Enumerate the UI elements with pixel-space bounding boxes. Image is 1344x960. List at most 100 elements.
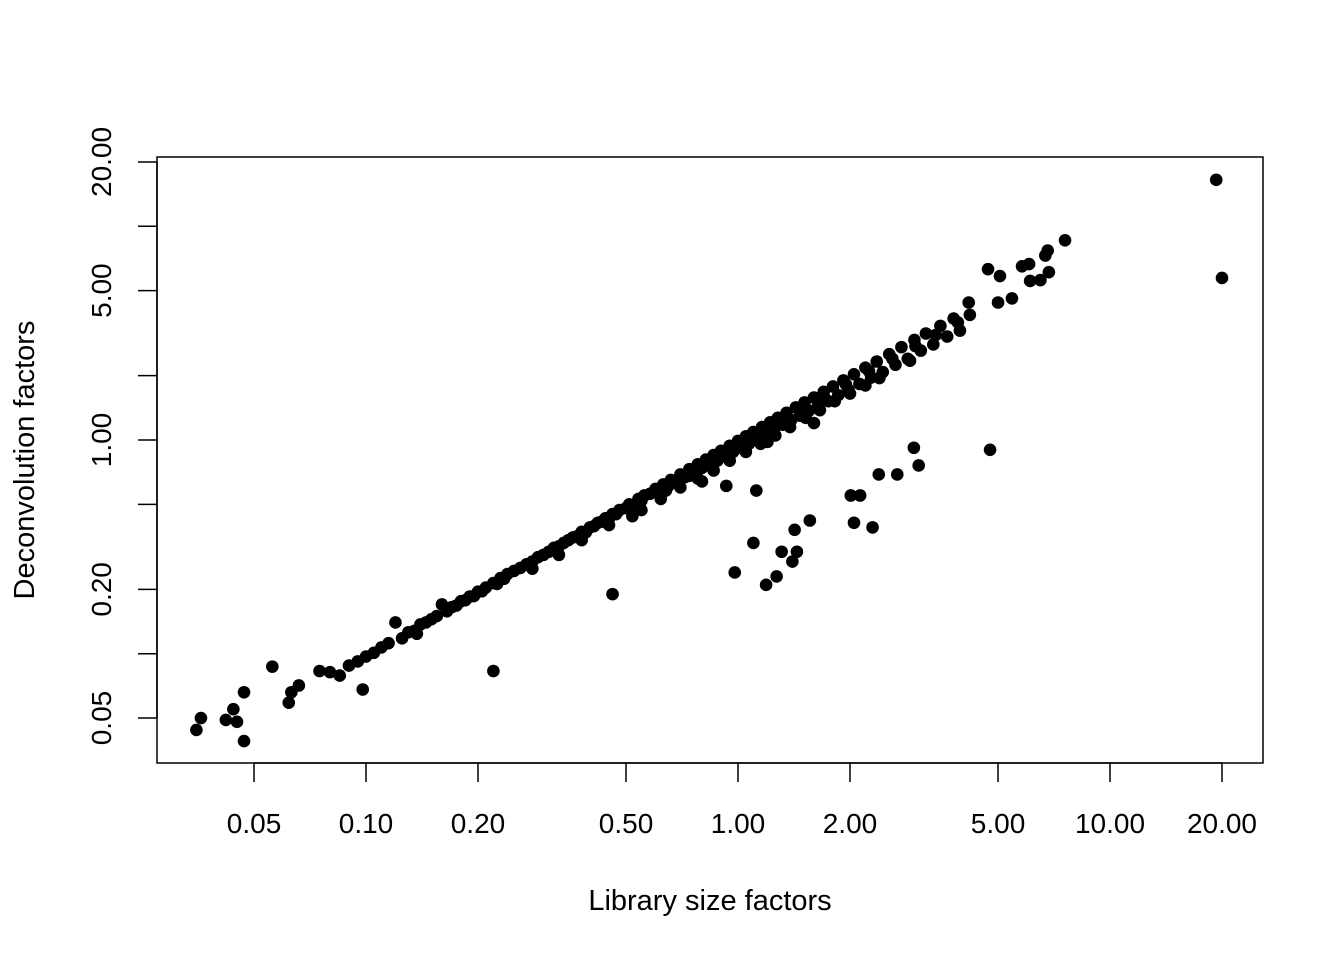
data-point bbox=[237, 734, 251, 748]
data-point bbox=[907, 441, 921, 455]
data-point bbox=[886, 352, 899, 366]
x-tick-label: 1.00 bbox=[711, 808, 766, 839]
data-point bbox=[770, 570, 783, 583]
data-point bbox=[1215, 271, 1229, 285]
data-point bbox=[219, 713, 233, 727]
data-point bbox=[626, 509, 639, 523]
y-tick-label: 0.20 bbox=[86, 562, 117, 617]
data-point bbox=[759, 578, 773, 592]
data-point bbox=[963, 308, 977, 322]
data-point bbox=[847, 367, 861, 381]
data-point bbox=[790, 545, 804, 559]
data-point bbox=[1005, 292, 1019, 305]
data-point bbox=[940, 330, 954, 343]
data-point bbox=[1038, 249, 1052, 262]
data-point bbox=[1209, 173, 1223, 187]
data-point bbox=[853, 489, 867, 502]
data-point bbox=[635, 503, 648, 517]
data-point bbox=[919, 327, 933, 340]
data-point bbox=[866, 521, 879, 534]
data-point bbox=[870, 355, 884, 368]
data-point bbox=[313, 664, 326, 678]
data-point bbox=[1058, 233, 1072, 247]
data-point bbox=[487, 664, 500, 678]
data-point bbox=[227, 702, 240, 716]
data-point bbox=[817, 390, 831, 403]
data-point bbox=[862, 364, 876, 378]
y-axis-title: Deconvolution factors bbox=[9, 321, 41, 600]
data-point bbox=[1034, 273, 1047, 287]
data-point bbox=[847, 516, 861, 530]
y-axis: 0.05 0.20 1.00 5.00 20.00 bbox=[86, 127, 158, 746]
data-point bbox=[190, 723, 203, 737]
data-point bbox=[683, 469, 696, 483]
data-point bbox=[552, 548, 566, 562]
data-point bbox=[828, 394, 842, 408]
data-point bbox=[929, 328, 943, 342]
data-point bbox=[194, 711, 208, 725]
data-point bbox=[951, 316, 965, 329]
data-point bbox=[237, 685, 251, 699]
data-point bbox=[783, 420, 797, 434]
data-point bbox=[723, 454, 737, 468]
data-point bbox=[333, 669, 347, 682]
data-point bbox=[389, 616, 402, 629]
data-point bbox=[795, 402, 808, 416]
data-point bbox=[895, 340, 908, 354]
x-tick-label: 0.20 bbox=[451, 808, 506, 839]
x-tick-label: 2.00 bbox=[823, 808, 878, 839]
x-axis-title: Library size factors bbox=[588, 885, 831, 917]
data-point bbox=[266, 660, 279, 673]
data-point bbox=[844, 489, 858, 502]
data-point bbox=[575, 533, 588, 547]
data-point bbox=[859, 379, 872, 392]
data-point bbox=[813, 403, 827, 417]
data-point bbox=[774, 415, 787, 428]
data-point bbox=[659, 484, 673, 497]
data-point bbox=[803, 514, 817, 527]
data-point bbox=[1023, 274, 1037, 288]
x-tick-label: 10.00 bbox=[1075, 808, 1145, 839]
y-tick-label: 20.00 bbox=[86, 127, 117, 197]
data-point bbox=[282, 696, 296, 709]
data-point bbox=[739, 445, 753, 459]
data-point bbox=[747, 536, 760, 550]
data-point bbox=[786, 555, 799, 568]
data-point bbox=[761, 435, 774, 449]
data-point bbox=[750, 484, 763, 497]
data-point bbox=[873, 371, 886, 385]
data-point bbox=[839, 378, 853, 391]
data-point bbox=[703, 459, 717, 472]
data-point bbox=[430, 609, 444, 623]
data-point bbox=[728, 440, 742, 454]
data-point bbox=[890, 468, 904, 481]
data-point bbox=[728, 566, 742, 579]
data-point bbox=[927, 338, 940, 351]
data-point bbox=[1042, 265, 1056, 279]
data-point bbox=[807, 416, 821, 430]
data-point bbox=[912, 459, 925, 472]
data-point bbox=[788, 523, 801, 537]
data-point bbox=[1015, 259, 1029, 273]
data-point bbox=[903, 354, 917, 368]
data-point bbox=[695, 475, 709, 488]
y-tick-label: 1.00 bbox=[86, 413, 117, 468]
x-tick-label: 0.50 bbox=[599, 808, 654, 839]
x-tick-label: 5.00 bbox=[971, 808, 1026, 839]
x-tick-label: 0.05 bbox=[227, 808, 282, 839]
data-point bbox=[981, 262, 995, 276]
data-point bbox=[991, 296, 1005, 309]
y-tick-label: 5.00 bbox=[86, 263, 117, 318]
x-axis: 0.05 0.10 0.20 0.50 1.00 2.00 5.00 10.00 20.00 bbox=[227, 762, 1257, 839]
y-tick-label: 0.05 bbox=[86, 691, 117, 746]
x-tick-label: 20.00 bbox=[1187, 808, 1257, 839]
data-point bbox=[382, 636, 395, 650]
data-point bbox=[719, 479, 733, 493]
data-point bbox=[909, 339, 922, 353]
data-point bbox=[526, 562, 539, 575]
data-point bbox=[775, 545, 788, 559]
points-layer bbox=[190, 173, 1229, 748]
x-tick-label: 0.10 bbox=[339, 808, 394, 839]
data-point bbox=[230, 715, 244, 729]
